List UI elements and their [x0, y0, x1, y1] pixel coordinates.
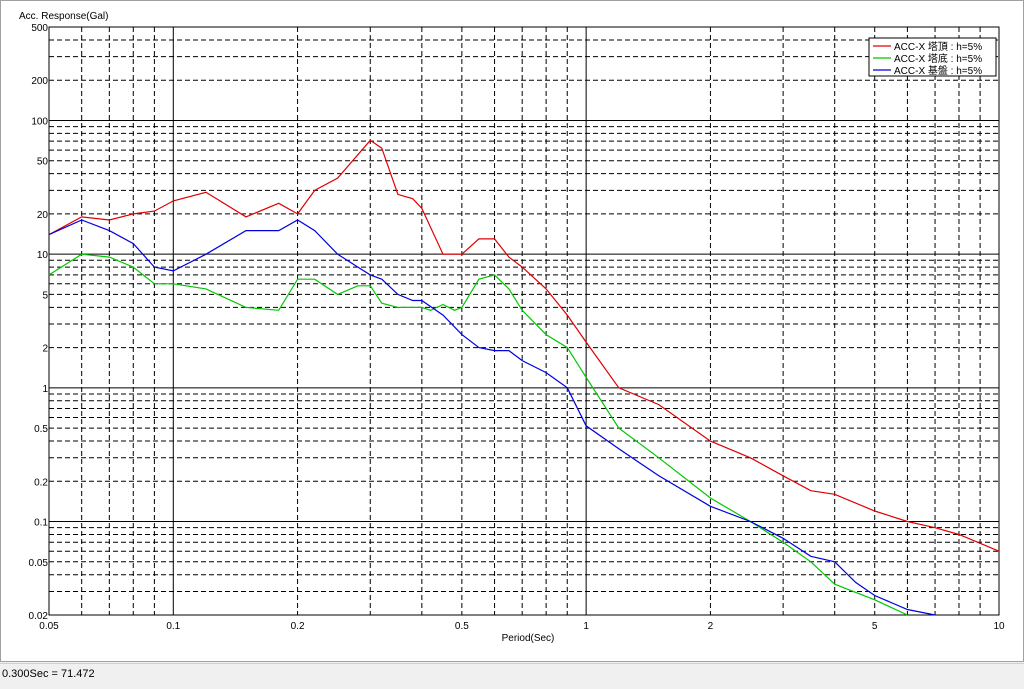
plot-frame [48, 26, 1000, 616]
y-tick-label: 200 [31, 76, 48, 87]
x-tick-label: 0.5 [455, 621, 469, 632]
response-spectrum-chart[interactable]: Acc. Response(Gal)Period(Sec)50020010050… [1, 1, 1023, 661]
x-tick-label: 10 [993, 621, 1005, 632]
x-tick-label: 5 [872, 621, 878, 632]
x-tick-label: 1 [583, 621, 589, 632]
legend: ACC-X 塔頂 : h=5%ACC-X 塔底 : h=5%ACC-X 基盤 :… [868, 37, 997, 77]
status-readout: 0.300Sec = 71.472 [2, 668, 95, 680]
x-axis-title: Period(Sec) [502, 633, 555, 644]
x-tick-label: 0.05 [39, 621, 59, 632]
y-tick-label: 500 [31, 23, 48, 34]
y-tick-label: 20 [37, 210, 49, 221]
chart-frame: Acc. Response(Gal) Period(Sec) 500 200 100 50… [0, 0, 1024, 662]
grid-lines [49, 27, 999, 615]
y-tick-label: 0.1 [34, 518, 48, 529]
y-tick-label: 0.5 [34, 424, 48, 435]
y-tick-label: 0.05 [29, 558, 49, 569]
x-tick-label: 0.1 [166, 621, 180, 632]
y-tick-label: 10 [37, 250, 49, 261]
y-tick-label: 100 [31, 116, 48, 127]
series-line-3 [48, 219, 936, 616]
legend-entry: ACC-X 塔頂 : h=5% [894, 40, 982, 53]
x-tick-label: 2 [708, 621, 714, 632]
y-axis-title: Acc. Response(Gal) [19, 11, 108, 22]
status-bar: 0.300Sec = 71.472 [0, 663, 1024, 689]
y-tick-label: 2 [42, 344, 48, 355]
y-tick-label: 5 [42, 290, 48, 301]
y-tick-label: 1 [42, 384, 48, 395]
series-line-2 [48, 253, 908, 616]
legend-entry: ACC-X 塔底 : h=5% [894, 52, 982, 65]
y-tick-label: 50 [37, 157, 49, 168]
legend-entry: ACC-X 基盤 : h=5% [894, 64, 982, 77]
y-tick-label: 0.02 [29, 611, 49, 622]
series-line-1 [48, 139, 1000, 552]
x-tick-label: 0.2 [291, 621, 305, 632]
y-tick-label: 0.2 [34, 477, 48, 488]
